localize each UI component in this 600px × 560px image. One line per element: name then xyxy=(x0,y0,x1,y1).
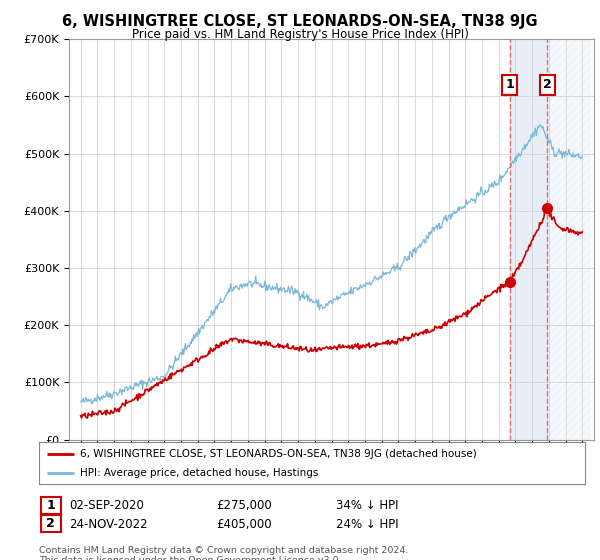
Text: 2: 2 xyxy=(46,517,55,530)
Bar xyxy=(510,39,547,440)
Text: 24% ↓ HPI: 24% ↓ HPI xyxy=(336,517,398,531)
Text: £405,000: £405,000 xyxy=(216,517,272,531)
Text: 1: 1 xyxy=(506,78,514,91)
Text: Contains HM Land Registry data © Crown copyright and database right 2024.
This d: Contains HM Land Registry data © Crown c… xyxy=(39,546,409,560)
Text: 1: 1 xyxy=(46,498,55,512)
Text: 24-NOV-2022: 24-NOV-2022 xyxy=(69,517,148,531)
Text: 6, WISHINGTREE CLOSE, ST LEONARDS-ON-SEA, TN38 9JG: 6, WISHINGTREE CLOSE, ST LEONARDS-ON-SEA… xyxy=(62,14,538,29)
Text: Price paid vs. HM Land Registry's House Price Index (HPI): Price paid vs. HM Land Registry's House … xyxy=(131,28,469,41)
Text: 34% ↓ HPI: 34% ↓ HPI xyxy=(336,499,398,512)
Text: 2: 2 xyxy=(543,78,551,91)
Text: 6, WISHINGTREE CLOSE, ST LEONARDS-ON-SEA, TN38 9JG (detached house): 6, WISHINGTREE CLOSE, ST LEONARDS-ON-SEA… xyxy=(80,449,476,459)
Text: HPI: Average price, detached house, Hastings: HPI: Average price, detached house, Hast… xyxy=(80,468,319,478)
Text: £275,000: £275,000 xyxy=(216,499,272,512)
Bar xyxy=(547,39,590,440)
Text: 02-SEP-2020: 02-SEP-2020 xyxy=(69,499,144,512)
